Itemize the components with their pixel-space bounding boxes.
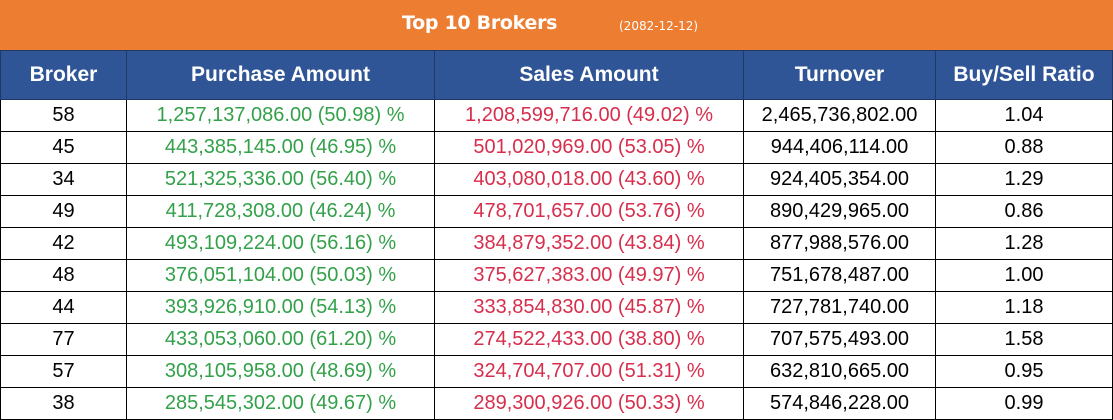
- turnover-cell: 632,810,665.00: [743, 355, 936, 388]
- turnover-cell: 924,405,354.00: [743, 163, 936, 196]
- report-date: (2082-12-12): [619, 19, 699, 33]
- table-row: 58 1,257,137,086.00 (50.98) % 1,208,599,71…: [0, 99, 1113, 132]
- purchase-amount-cell: 1,257,137,086.00 (50.98) %: [126, 99, 435, 132]
- broker-cell: 49: [0, 195, 127, 228]
- buy-sell-ratio-cell: 1.28: [935, 227, 1113, 260]
- broker-cell: 58: [0, 99, 127, 132]
- purchase-amount-cell: 521,325,336.00 (56.40) %: [126, 163, 435, 196]
- column-header-sales-amount: Sales Amount: [434, 50, 744, 100]
- broker-cell: 34: [0, 163, 127, 196]
- page-title: Top 10 Brokers: [402, 12, 558, 34]
- sales-amount-cell: 501,020,969.00 (53.05) %: [434, 131, 744, 164]
- table-row: 45 443,385,145.00 (46.95) % 501,020,969.00…: [0, 131, 1113, 164]
- sales-amount-cell: 1,208,599,716.00 (49.02) %: [434, 99, 744, 132]
- sales-amount-cell: 333,854,830.00 (45.87) %: [434, 291, 744, 324]
- buy-sell-ratio-cell: 1.04: [935, 99, 1113, 132]
- table-body: 58 1,257,137,086.00 (50.98) % 1,208,599,71…: [0, 99, 1113, 420]
- broker-cell: 38: [0, 387, 127, 420]
- column-header-purchase-amount: Purchase Amount: [126, 50, 435, 100]
- purchase-amount-cell: 393,926,910.00 (54.13) %: [126, 291, 435, 324]
- header-row: Broker Purchase Amount Sales Amount Turn…: [0, 50, 1113, 100]
- sales-amount-cell: 478,701,657.00 (53.76) %: [434, 195, 744, 228]
- column-header-broker: Broker: [0, 50, 127, 100]
- buy-sell-ratio-cell: 1.18: [935, 291, 1113, 324]
- turnover-cell: 574,846,228.00: [743, 387, 936, 420]
- table-row: 42 493,109,224.00 (56.16) % 384,879,352.00…: [0, 227, 1113, 260]
- purchase-amount-cell: 493,109,224.00 (56.16) %: [126, 227, 435, 260]
- table-row: 57 308,105,958.00 (48.69) % 324,704,707.00…: [0, 355, 1113, 388]
- turnover-cell: 751,678,487.00: [743, 259, 936, 292]
- broker-cell: 44: [0, 291, 127, 324]
- sales-amount-cell: 324,704,707.00 (51.31) %: [434, 355, 744, 388]
- purchase-amount-cell: 376,051,104.00 (50.03) %: [126, 259, 435, 292]
- purchase-amount-cell: 443,385,145.00 (46.95) %: [126, 131, 435, 164]
- broker-cell: 45: [0, 131, 127, 164]
- table-header: Broker Purchase Amount Sales Amount Turn…: [0, 50, 1113, 100]
- buy-sell-ratio-cell: 1.00: [935, 259, 1113, 292]
- purchase-amount-cell: 285,545,302.00 (49.67) %: [126, 387, 435, 420]
- sales-amount-cell: 274,522,433.00 (38.80) %: [434, 323, 744, 356]
- buy-sell-ratio-cell: 0.88: [935, 131, 1113, 164]
- turnover-cell: 727,781,740.00: [743, 291, 936, 324]
- table-row: 77 433,053,060.00 (61.20) % 274,522,433.00…: [0, 323, 1113, 356]
- column-header-buy-sell-ratio: Buy/Sell Ratio: [935, 50, 1113, 100]
- table-row: 48 376,051,104.00 (50.03) % 375,627,383.00…: [0, 259, 1113, 292]
- buy-sell-ratio-cell: 0.86: [935, 195, 1113, 228]
- table-row: 49 411,728,308.00 (46.24) % 478,701,657.00…: [0, 195, 1113, 228]
- purchase-amount-cell: 411,728,308.00 (46.24) %: [126, 195, 435, 228]
- sales-amount-cell: 384,879,352.00 (43.84) %: [434, 227, 744, 260]
- purchase-amount-cell: 308,105,958.00 (48.69) %: [126, 355, 435, 388]
- purchase-amount-cell: 433,053,060.00 (61.20) %: [126, 323, 435, 356]
- broker-cell: 48: [0, 259, 127, 292]
- broker-cell: 57: [0, 355, 127, 388]
- sales-amount-cell: 403,080,018.00 (43.60) %: [434, 163, 744, 196]
- turnover-cell: 707,575,493.00: [743, 323, 936, 356]
- table-row: 44 393,926,910.00 (54.13) % 333,854,830.00…: [0, 291, 1113, 324]
- brokers-table: Broker Purchase Amount Sales Amount Turn…: [0, 50, 1113, 420]
- sales-amount-cell: 375,627,383.00 (49.97) %: [434, 259, 744, 292]
- turnover-cell: 2,465,736,802.00: [743, 99, 936, 132]
- column-header-turnover: Turnover: [743, 50, 936, 100]
- broker-cell: 77: [0, 323, 127, 356]
- title-banner: Top 10 Brokers (2082-12-12): [0, 0, 1113, 50]
- table-row: 38 285,545,302.00 (49.67) % 289,300,926.00…: [0, 387, 1113, 420]
- buy-sell-ratio-cell: 0.99: [935, 387, 1113, 420]
- turnover-cell: 944,406,114.00: [743, 131, 936, 164]
- buy-sell-ratio-cell: 1.29: [935, 163, 1113, 196]
- buy-sell-ratio-cell: 0.95: [935, 355, 1113, 388]
- turnover-cell: 877,988,576.00: [743, 227, 936, 260]
- table-row: 34 521,325,336.00 (56.40) % 403,080,018.00…: [0, 163, 1113, 196]
- buy-sell-ratio-cell: 1.58: [935, 323, 1113, 356]
- turnover-cell: 890,429,965.00: [743, 195, 936, 228]
- broker-cell: 42: [0, 227, 127, 260]
- sales-amount-cell: 289,300,926.00 (50.33) %: [434, 387, 744, 420]
